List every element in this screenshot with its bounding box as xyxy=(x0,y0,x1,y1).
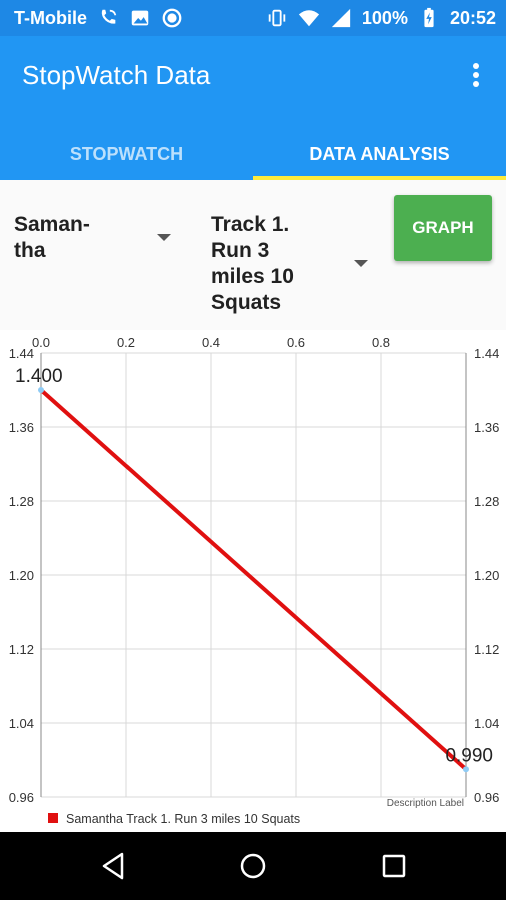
y-tick-label-right: 1.20 xyxy=(474,568,499,583)
back-icon[interactable] xyxy=(98,850,130,882)
clock: 20:52 xyxy=(449,7,496,28)
app-bar: StopWatch Data STOPWATCH DATA ANALYSIS xyxy=(0,36,506,180)
x-tick-label: 0.0 xyxy=(32,335,50,350)
person-spinner[interactable]: Saman- tha xyxy=(14,212,174,264)
data-point xyxy=(463,766,469,773)
y-tick-label-right: 1.36 xyxy=(474,420,499,435)
y-tick-label-right: 1.04 xyxy=(474,716,499,731)
series-line xyxy=(39,388,468,771)
tab-bar: STOPWATCH DATA ANALYSIS xyxy=(0,128,506,180)
chart-area: 0.0 0.2 0.4 0.6 0.8 0.96 0.96 1.04 1.04 1.12 1.12 1… xyxy=(0,330,506,832)
overflow-menu-icon[interactable] xyxy=(464,60,488,92)
graph-button[interactable]: GRAPH xyxy=(394,195,492,261)
battery-charging-icon xyxy=(424,7,434,28)
data-label: 1.400 xyxy=(15,366,63,387)
vibrate-icon xyxy=(268,9,286,27)
status-bar: T-Mobile 100% 20:52 xyxy=(0,0,506,36)
carrier-label: T-Mobile xyxy=(14,7,87,28)
x-tick-label: 0.6 xyxy=(287,335,305,350)
app-title: StopWatch Data xyxy=(22,60,211,90)
y-tick-label-right: 1.28 xyxy=(474,494,499,509)
chevron-down-icon xyxy=(157,234,171,241)
image-icon xyxy=(131,10,149,26)
record-icon xyxy=(162,8,182,28)
y-tick-label-left: 1.36 xyxy=(9,420,34,435)
tab-data-analysis[interactable]: DATA ANALYSIS xyxy=(253,128,506,180)
wifi-call-icon xyxy=(101,9,117,24)
y-tick-label-right: 0.96 xyxy=(474,790,499,805)
y-tick-label-left: 1.20 xyxy=(9,568,34,583)
wifi-icon xyxy=(298,10,319,27)
description-label: Description Label xyxy=(387,798,464,809)
person-spinner-value: Saman- tha xyxy=(14,213,90,262)
y-tick-label-left: 1.04 xyxy=(9,716,34,731)
line-chart[interactable]: 0.0 0.2 0.4 0.6 0.8 0.96 0.96 1.04 1.04 1.12 1.12 1… xyxy=(0,330,506,832)
recents-icon[interactable] xyxy=(378,850,410,882)
navigation-bar xyxy=(0,832,506,900)
legend-swatch xyxy=(48,813,58,823)
y-tick-label-left: 1.12 xyxy=(9,642,34,657)
tab-stopwatch[interactable]: STOPWATCH xyxy=(69,143,184,164)
battery-percent: 100% xyxy=(361,7,408,28)
controls-row: Saman- tha Track 1. Run 3 miles 10 Squat… xyxy=(0,180,506,330)
legend-label: Samantha Track 1. Run 3 miles 10 Squats xyxy=(66,812,300,826)
y-tick-label-right: 1.12 xyxy=(474,642,499,657)
y-tick-label-left: 1.44 xyxy=(9,346,34,361)
x-tick-label: 0.4 xyxy=(202,335,220,350)
y-tick-label-left: 0.96 xyxy=(9,790,34,805)
data-point xyxy=(38,387,44,393)
home-icon[interactable] xyxy=(237,850,269,882)
chevron-down-icon xyxy=(354,260,368,267)
workout-spinner-value: Track 1. Run 3 miles 10 Squats xyxy=(211,213,294,314)
signal-icon xyxy=(331,8,351,28)
x-tick-label: 0.2 xyxy=(117,335,135,350)
data-label: 0.990 xyxy=(445,745,493,766)
x-tick-label: 0.8 xyxy=(372,335,390,350)
workout-spinner[interactable]: Track 1. Run 3 miles 10 Squats xyxy=(211,212,371,316)
y-tick-label-right: 1.44 xyxy=(474,346,499,361)
y-tick-label-left: 1.28 xyxy=(9,494,34,509)
